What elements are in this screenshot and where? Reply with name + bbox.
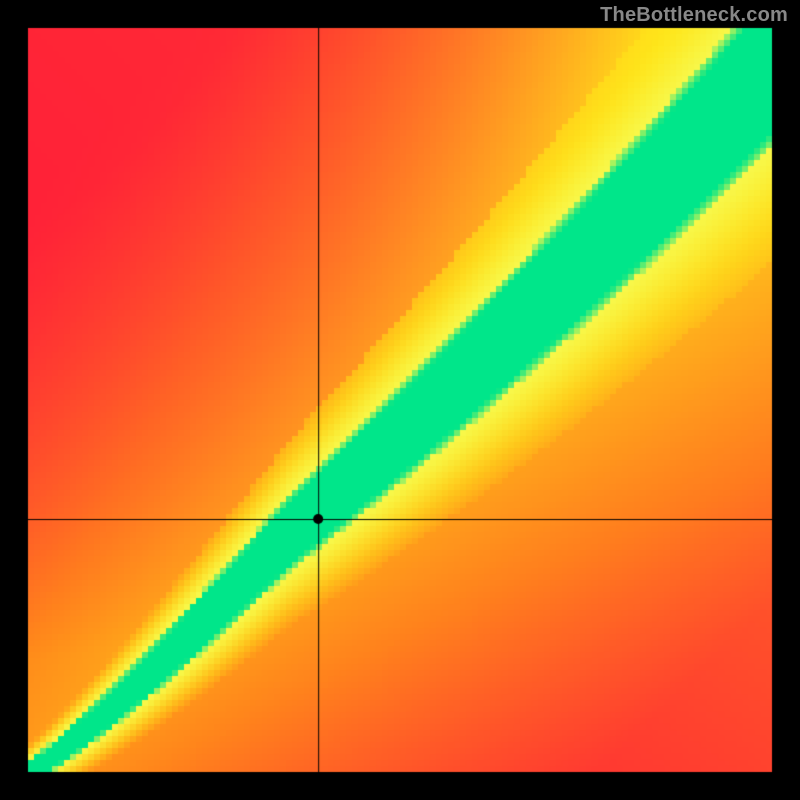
bottleneck-heatmap (0, 0, 800, 800)
chart-container: TheBottleneck.com (0, 0, 800, 800)
watermark-text: TheBottleneck.com (600, 4, 788, 27)
